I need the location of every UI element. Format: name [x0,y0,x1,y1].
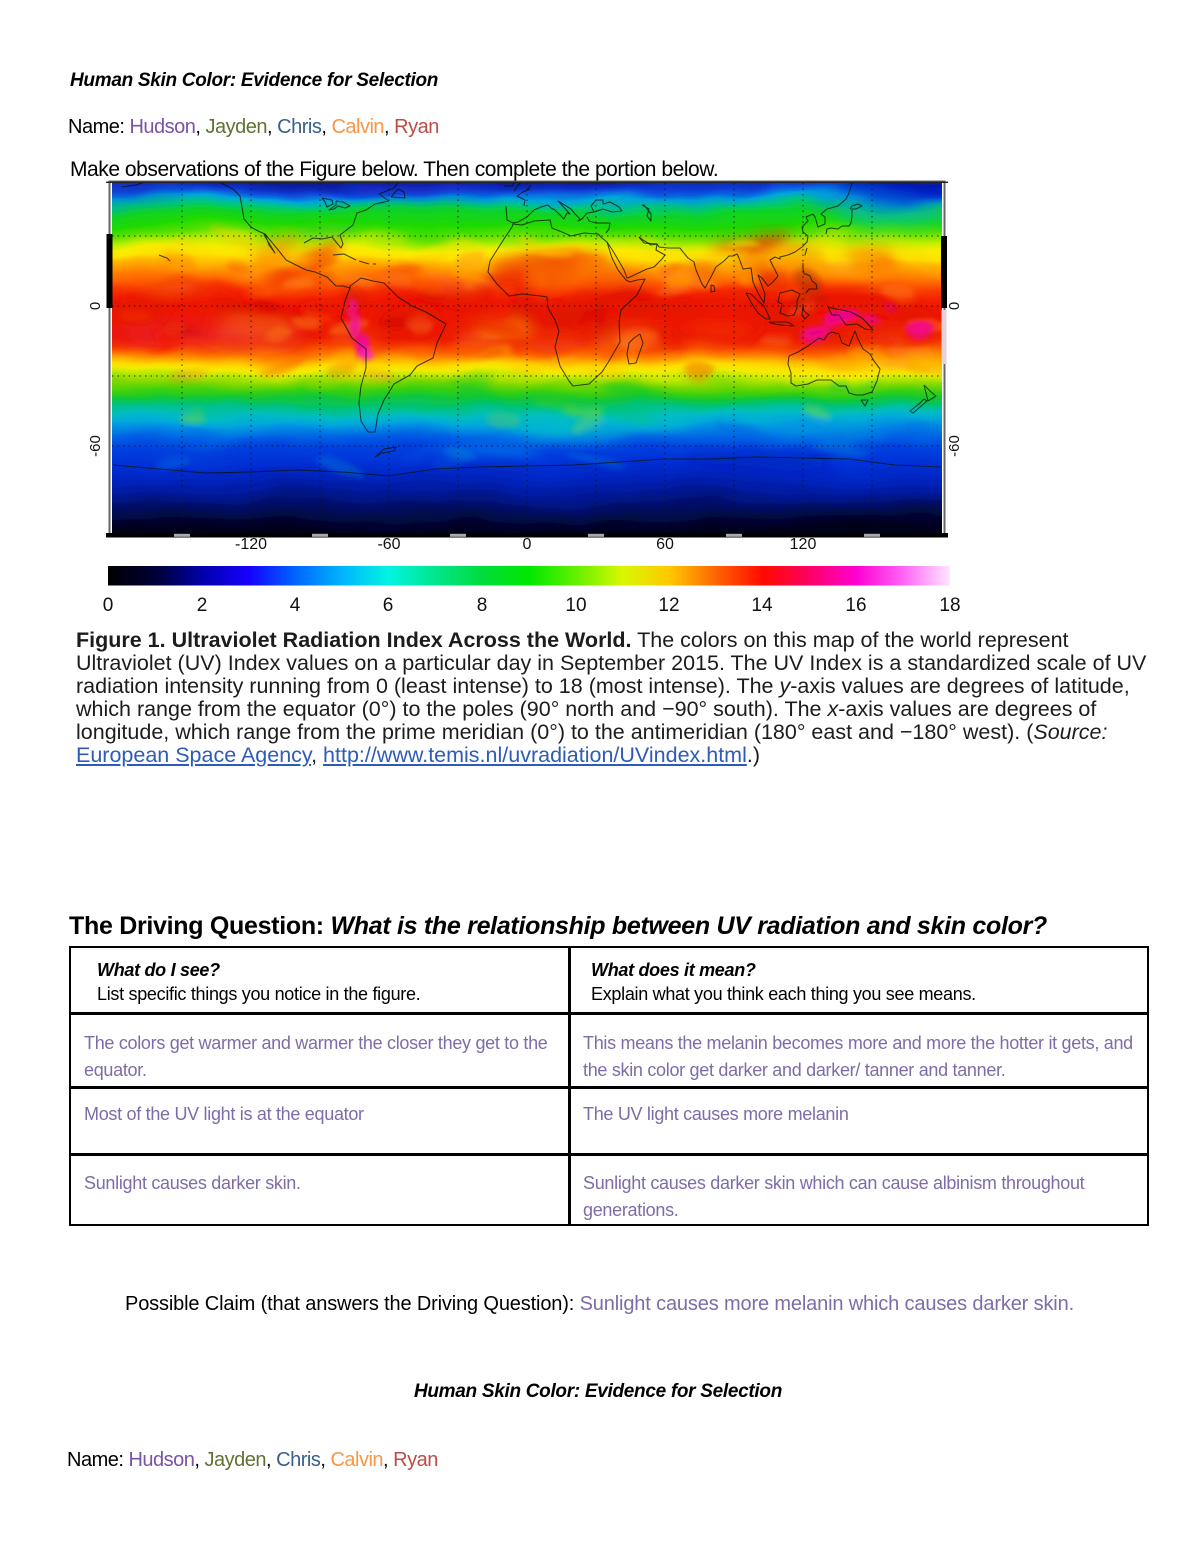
svg-text:12: 12 [658,595,679,616]
svg-text:0: 0 [87,302,104,310]
svg-text:6: 6 [383,595,394,616]
svg-text:-60: -60 [377,536,400,553]
svg-text:60: 60 [656,536,674,553]
svg-text:14: 14 [751,595,773,616]
svg-text:2: 2 [197,595,208,616]
svg-text:0: 0 [946,302,963,310]
svg-text:-120: -120 [235,536,267,553]
svg-text:18: 18 [939,595,960,616]
svg-text:0: 0 [103,595,114,616]
svg-text:8: 8 [477,595,488,616]
svg-text:0: 0 [523,536,532,553]
svg-text:10: 10 [565,595,586,616]
svg-text:120: 120 [790,536,817,553]
svg-text:-60: -60 [946,435,963,457]
svg-text:16: 16 [845,595,866,616]
svg-text:-60: -60 [87,435,104,457]
svg-text:4: 4 [290,595,301,616]
